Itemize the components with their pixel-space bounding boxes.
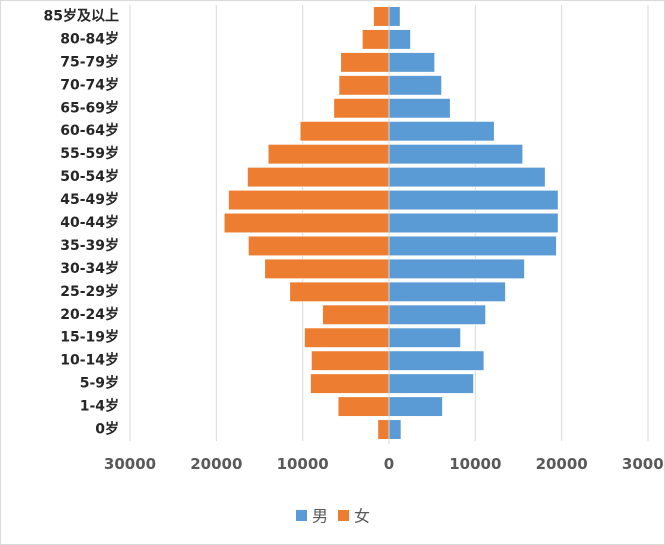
bars bbox=[223, 6, 559, 440]
bar-female-0 bbox=[377, 419, 390, 440]
bar-male-17 bbox=[388, 29, 411, 50]
legend-swatch-male bbox=[296, 510, 307, 521]
bar-male-2 bbox=[388, 373, 475, 394]
bar-female-5 bbox=[322, 304, 390, 326]
bar-male-10 bbox=[388, 189, 559, 211]
x-tick-label: 30000 bbox=[104, 455, 156, 473]
bar-male-5 bbox=[388, 304, 487, 326]
legend-label-male: 男 bbox=[312, 507, 328, 526]
x-tick-label: 30000 bbox=[622, 455, 664, 473]
bar-female-11 bbox=[247, 166, 390, 188]
x-tick-label: 0 bbox=[384, 455, 394, 473]
x-tick-label: 20000 bbox=[536, 455, 588, 473]
bar-male-8 bbox=[388, 235, 557, 257]
category-label: 60-64岁 bbox=[60, 122, 119, 139]
x-axis-ticks: 30000 20000 10000 0 10000 20000 30000 bbox=[104, 455, 664, 473]
category-label: 30-34岁 bbox=[60, 260, 119, 277]
bar-male-15 bbox=[388, 75, 443, 96]
bar-male-3 bbox=[388, 350, 485, 371]
bar-female-13 bbox=[299, 120, 390, 142]
bar-female-3 bbox=[310, 350, 390, 371]
category-label: 45-49岁 bbox=[60, 191, 119, 208]
bar-female-9 bbox=[223, 212, 390, 234]
category-labels: 0岁 1-4岁 5-9岁 10-14岁 15-19岁 20-24岁 25-29岁 30-34岁… bbox=[44, 7, 119, 437]
legend-swatch-female bbox=[338, 510, 349, 521]
bar-female-10 bbox=[228, 189, 390, 211]
bar-female-12 bbox=[267, 143, 390, 165]
category-label: 35-39岁 bbox=[60, 237, 119, 254]
category-label: 75-79岁 bbox=[60, 53, 119, 70]
legend: 男女 bbox=[296, 507, 370, 526]
category-label: 50-54岁 bbox=[60, 168, 119, 185]
x-tick-label: 20000 bbox=[190, 455, 242, 473]
x-tick-label: 10000 bbox=[277, 455, 329, 473]
category-label: 65-69岁 bbox=[60, 99, 119, 116]
category-label: 10-14岁 bbox=[60, 352, 119, 369]
category-label: 85岁及以上 bbox=[44, 7, 119, 24]
legend-label-female: 女 bbox=[354, 507, 370, 526]
bar-female-7 bbox=[264, 258, 390, 280]
bar-male-13 bbox=[388, 120, 495, 142]
category-label: 20-24岁 bbox=[60, 306, 119, 323]
category-label: 70-74岁 bbox=[60, 76, 119, 93]
category-label: 55-59岁 bbox=[60, 145, 119, 162]
category-label: 25-29岁 bbox=[60, 283, 119, 300]
bar-female-17 bbox=[361, 29, 390, 50]
bar-male-6 bbox=[388, 281, 506, 303]
bar-female-6 bbox=[289, 281, 390, 303]
bar-male-7 bbox=[388, 258, 525, 280]
bar-female-4 bbox=[303, 327, 390, 349]
bar-female-2 bbox=[310, 373, 390, 394]
bar-female-14 bbox=[333, 97, 390, 119]
category-label: 15-19岁 bbox=[60, 329, 119, 346]
bar-female-1 bbox=[337, 396, 390, 417]
category-label: 0岁 bbox=[95, 421, 119, 438]
category-label: 40-44岁 bbox=[60, 214, 119, 231]
bar-female-16 bbox=[340, 52, 390, 73]
bar-male-0 bbox=[388, 419, 402, 440]
bar-female-8 bbox=[247, 235, 390, 257]
category-label: 5-9岁 bbox=[80, 375, 119, 392]
bar-male-16 bbox=[388, 52, 436, 73]
bar-male-14 bbox=[388, 97, 451, 119]
bar-male-9 bbox=[388, 212, 559, 234]
bar-male-4 bbox=[388, 327, 462, 349]
bar-male-18 bbox=[388, 6, 401, 27]
bar-male-12 bbox=[388, 143, 524, 165]
x-tick-label: 10000 bbox=[449, 455, 501, 473]
category-label: 80-84岁 bbox=[60, 30, 119, 47]
bar-male-1 bbox=[388, 396, 443, 417]
bar-male-11 bbox=[388, 166, 546, 188]
bar-female-15 bbox=[338, 75, 390, 96]
bar-female-18 bbox=[373, 6, 390, 27]
category-label: 1-4岁 bbox=[80, 398, 119, 415]
